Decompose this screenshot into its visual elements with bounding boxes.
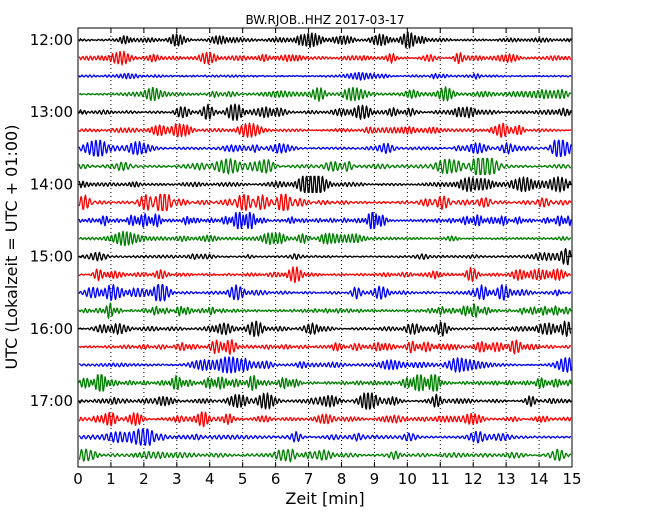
seismic-trace	[78, 139, 572, 157]
seismic-trace	[78, 284, 572, 302]
x-tick-label: 11	[431, 470, 450, 488]
seismic-trace	[78, 175, 572, 194]
seismic-trace	[78, 448, 572, 463]
seismic-trace	[78, 374, 572, 392]
seismic-trace	[78, 230, 572, 247]
x-tick-label: 14	[530, 470, 549, 488]
x-axis-label: Zeit [min]	[285, 489, 364, 508]
plot-frame	[77, 27, 573, 468]
chart-title: BW.RJOB..HHZ 2017-03-17	[245, 13, 404, 27]
x-tick-label: 3	[172, 470, 182, 488]
x-axis: 0 1 2 3 4 5 6 7 8 9 10 11 12 13 14 15	[73, 28, 582, 488]
y-tick-label: 13:00	[30, 103, 73, 121]
x-tick-label: 7	[304, 470, 314, 488]
x-tick-label: 5	[238, 470, 248, 488]
x-tick-label: 6	[271, 470, 281, 488]
y-tick-label: 17:00	[30, 392, 73, 410]
y-tick-label: 12:00	[30, 31, 73, 49]
seismic-trace	[78, 266, 572, 284]
seismic-trace	[78, 71, 572, 81]
x-tick-label: 15	[562, 470, 581, 488]
seismic-trace	[78, 302, 572, 319]
seismic-trace	[78, 356, 572, 374]
seismic-trace	[78, 31, 572, 49]
x-tick-label: 1	[106, 470, 116, 488]
x-tick-label: 13	[497, 470, 516, 488]
seismic-trace	[78, 411, 572, 428]
y-tick-label: 16:00	[30, 320, 73, 338]
x-tick-label: 8	[337, 470, 347, 488]
seismic-trace	[78, 392, 572, 410]
x-tick-label: 12	[464, 470, 483, 488]
seismic-trace	[78, 428, 572, 446]
trace-group	[78, 31, 572, 463]
y-tick-label: 15:00	[30, 248, 73, 266]
x-tick-label: 0	[73, 470, 83, 488]
seismic-trace	[78, 320, 572, 338]
x-tick-label: 2	[139, 470, 149, 488]
y-axis-label: UTC (Lokalzeit = UTC + 01:00)	[2, 125, 21, 370]
seismic-trace	[78, 103, 572, 121]
y-tick-label: 14:00	[30, 175, 73, 193]
x-tick-label: 9	[370, 470, 380, 488]
seismic-trace	[78, 50, 572, 66]
x-tick-label: 10	[398, 470, 417, 488]
seismic-trace	[78, 122, 572, 138]
y-axis: 12:00 13:00 14:00 15:00 16:00 17:00	[30, 31, 572, 410]
seismic-trace	[78, 193, 572, 212]
seismic-trace	[78, 86, 572, 102]
seismic-trace	[78, 157, 572, 175]
x-tick-label: 4	[205, 470, 215, 488]
seismic-trace	[78, 339, 572, 355]
seismic-trace	[78, 211, 572, 230]
seismic-trace	[78, 247, 572, 266]
